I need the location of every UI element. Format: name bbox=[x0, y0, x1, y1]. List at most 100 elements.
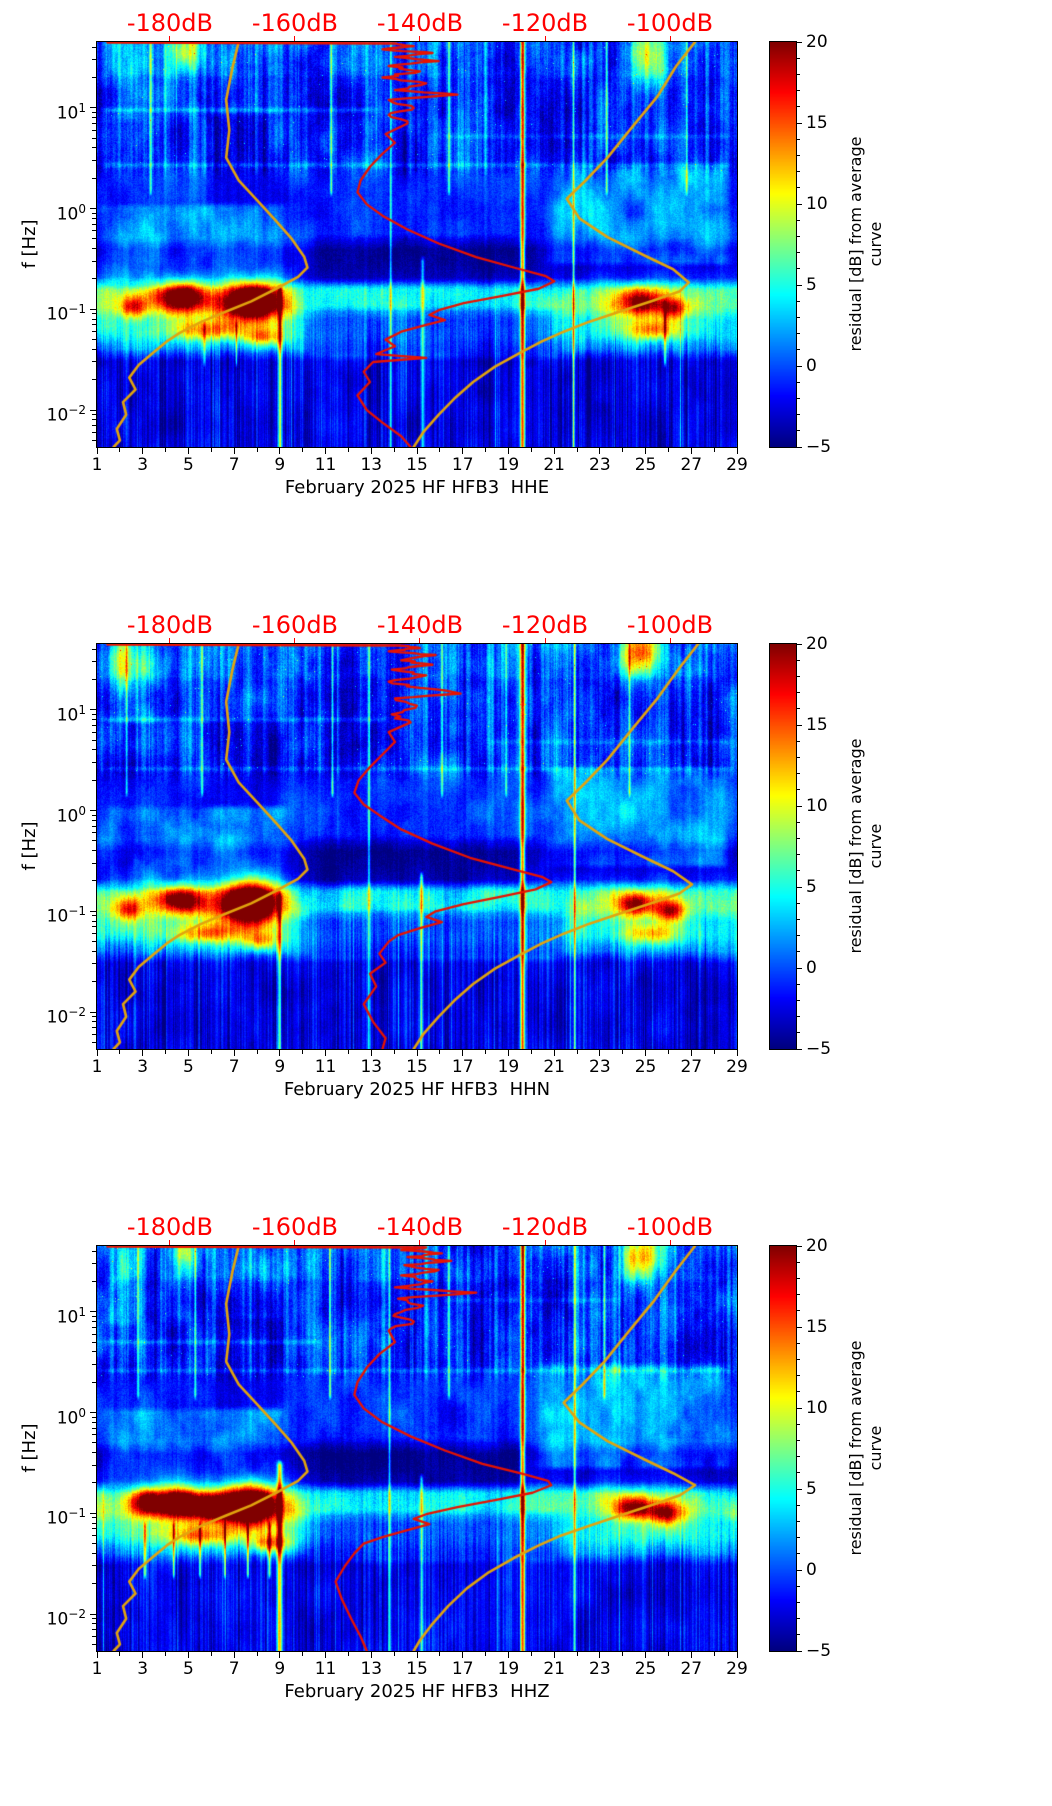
y-minor-tick bbox=[92, 1027, 96, 1029]
colorbar-tick bbox=[797, 41, 802, 43]
y-tick bbox=[90, 409, 96, 411]
colorbar-minor-tick bbox=[797, 316, 800, 318]
colorbar-tick bbox=[797, 1569, 802, 1571]
colorbar-label: residual [dB] from average curve bbox=[846, 1340, 885, 1556]
panel-hhe: f [Hz] February 2025 HF HFB3 HHE residua… bbox=[0, 0, 1052, 602]
colorbar-minor-tick bbox=[797, 1456, 800, 1458]
x-tick bbox=[690, 1050, 692, 1056]
x-tick bbox=[645, 448, 647, 454]
spectrogram-canvas bbox=[97, 1246, 737, 1651]
colorbar-minor-tick bbox=[797, 1601, 800, 1603]
y-minor-tick bbox=[92, 318, 96, 320]
top-tick bbox=[544, 1240, 546, 1245]
y-minor-tick bbox=[92, 248, 96, 250]
x-minor-tick bbox=[119, 1050, 121, 1054]
colorbar-minor-tick bbox=[797, 430, 800, 432]
y-minor-tick bbox=[92, 147, 96, 149]
x-tick-label: 17 bbox=[451, 1057, 474, 1077]
x-minor-tick bbox=[576, 448, 578, 452]
top-db-label: -100dB bbox=[626, 9, 714, 37]
y-minor-tick bbox=[92, 1528, 96, 1530]
x-minor-tick bbox=[485, 448, 487, 452]
x-tick bbox=[233, 1050, 235, 1056]
x-tick bbox=[507, 448, 509, 454]
top-tick bbox=[419, 36, 421, 41]
top-tick bbox=[669, 638, 671, 643]
x-tick bbox=[142, 1050, 144, 1056]
x-tick bbox=[142, 1652, 144, 1658]
y-minor-tick bbox=[92, 819, 96, 821]
colorbar-minor-tick bbox=[797, 951, 800, 953]
y-tick bbox=[90, 810, 96, 812]
y-minor-tick bbox=[92, 1618, 96, 1620]
colorbar-minor-tick bbox=[797, 821, 800, 823]
colorbar-minor-tick bbox=[797, 300, 800, 302]
colorbar-tick-label: 10 bbox=[806, 796, 828, 816]
colorbar-tick-label: 20 bbox=[806, 634, 828, 654]
y-minor-tick bbox=[92, 223, 96, 225]
top-tick bbox=[419, 1240, 421, 1245]
colorbar-minor-tick bbox=[797, 1423, 800, 1425]
y-minor-tick bbox=[92, 1623, 96, 1625]
colorbar-tick-label: 5 bbox=[806, 1479, 817, 1499]
x-tick-label: 9 bbox=[274, 455, 286, 475]
top-tick bbox=[169, 36, 171, 41]
colorbar-minor-tick bbox=[797, 692, 800, 694]
x-tick bbox=[507, 1050, 509, 1056]
y-minor-tick bbox=[92, 117, 96, 119]
y-tick-label: 101 bbox=[56, 702, 86, 726]
y-minor-tick bbox=[92, 1427, 96, 1429]
x-tick bbox=[416, 448, 418, 454]
colorbar-minor-tick bbox=[797, 1294, 800, 1296]
x-tick-label: 21 bbox=[543, 455, 565, 475]
y-minor-tick bbox=[92, 862, 96, 864]
colorbar-canvas bbox=[770, 1246, 796, 1651]
x-tick-label: 25 bbox=[634, 1659, 657, 1679]
x-tick bbox=[736, 1652, 738, 1658]
colorbar-tick bbox=[797, 1245, 802, 1247]
y-minor-tick bbox=[92, 1452, 96, 1454]
x-tick-label: 19 bbox=[497, 1057, 520, 1077]
y-minor-tick bbox=[92, 238, 96, 240]
y-minor-tick bbox=[92, 840, 96, 842]
colorbar-tick bbox=[797, 1407, 802, 1409]
colorbar-minor-tick bbox=[797, 1032, 800, 1034]
colorbar bbox=[769, 643, 797, 1050]
y-minor-tick bbox=[92, 177, 96, 179]
colorbar-tick bbox=[797, 643, 802, 645]
x-tick bbox=[187, 1652, 189, 1658]
y-tick-label: 101 bbox=[56, 100, 86, 124]
y-tick-label: 101 bbox=[56, 1304, 86, 1328]
x-tick bbox=[370, 1652, 372, 1658]
y-minor-tick bbox=[92, 1535, 96, 1537]
y-minor-tick bbox=[92, 850, 96, 852]
y-minor-tick bbox=[92, 1421, 96, 1423]
y-minor-tick bbox=[92, 1315, 96, 1317]
colorbar-minor-tick bbox=[797, 789, 800, 791]
y-tick bbox=[90, 910, 96, 912]
y-minor-tick bbox=[92, 1351, 96, 1353]
x-minor-tick bbox=[210, 448, 212, 452]
x-minor-tick bbox=[485, 1652, 487, 1656]
top-db-label: -140dB bbox=[376, 611, 464, 639]
x-tick bbox=[553, 1050, 555, 1056]
y-minor-tick bbox=[92, 1543, 96, 1545]
top-tick bbox=[669, 1240, 671, 1245]
colorbar-minor-tick bbox=[797, 918, 800, 920]
x-tick bbox=[736, 1050, 738, 1056]
y-minor-tick bbox=[92, 825, 96, 827]
colorbar-tick bbox=[797, 446, 802, 448]
top-tick bbox=[294, 1240, 296, 1245]
y-minor-tick bbox=[92, 419, 96, 421]
x-tick-label: 15 bbox=[406, 1057, 428, 1077]
y-minor-tick bbox=[92, 1280, 96, 1282]
colorbar-tick-label: 20 bbox=[806, 1236, 828, 1256]
x-tick bbox=[233, 1652, 235, 1658]
colorbar-minor-tick bbox=[797, 349, 800, 351]
x-minor-tick bbox=[667, 448, 669, 452]
x-minor-tick bbox=[119, 448, 121, 452]
y-minor-tick bbox=[92, 724, 96, 726]
colorbar bbox=[769, 41, 797, 448]
y-minor-tick bbox=[92, 348, 96, 350]
y-minor-tick bbox=[92, 920, 96, 922]
